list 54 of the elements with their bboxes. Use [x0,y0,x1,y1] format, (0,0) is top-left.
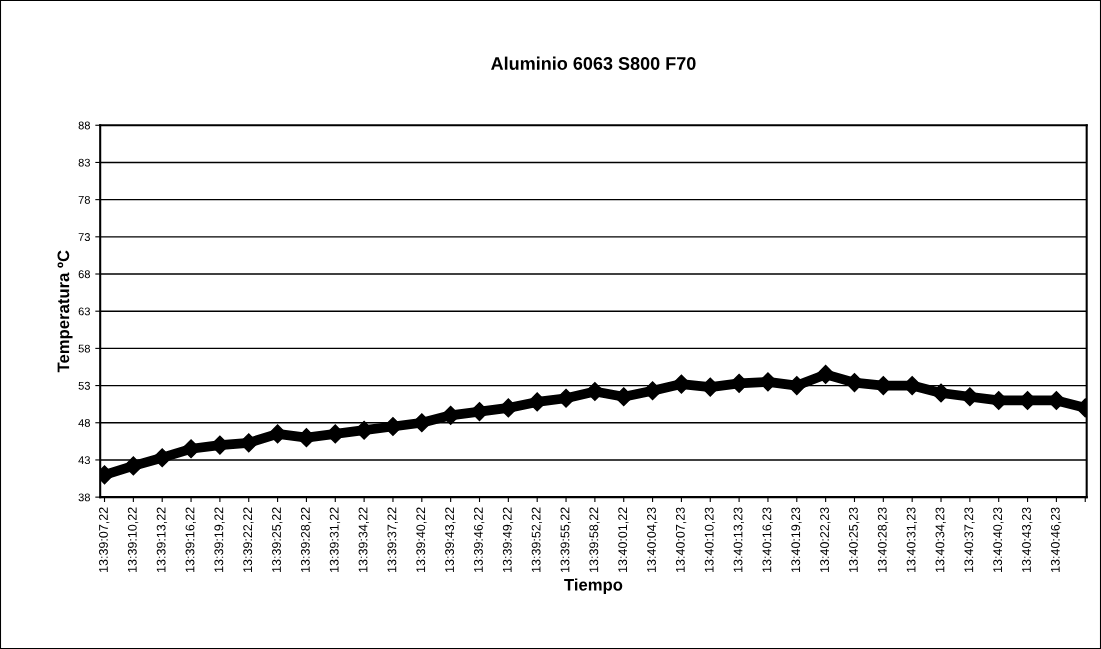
x-tick-label: 13:39:46,22 [474,507,485,572]
x-tick-label: 13:39:22,22 [243,507,254,572]
x-tick-label: 13:39:37,22 [387,507,398,572]
x-tick-label: 13:40:40,23 [993,507,1004,572]
x-tick-label: 13:39:43,22 [445,507,456,572]
x-tick-label: 13:40:13,23 [733,507,744,572]
point [816,364,836,384]
y-tick-label: 53 [78,381,90,390]
x-tick-label: 13:39:34,22 [358,507,369,572]
x-tick-label: 13:40:37,23 [964,507,975,572]
x-tick-label: 13:39:07,22 [99,507,110,572]
x-tick-label: 13:40:04,23 [647,507,658,572]
x-tick-label: 13:40:16,23 [762,507,773,572]
x-tick-label: 13:39:52,22 [531,507,543,572]
x-tick-label: 13:40:34,23 [935,507,946,572]
x-axis-title: Tiempo [564,578,623,594]
y-tick-label: 43 [78,456,90,465]
point [556,388,576,408]
point [152,448,172,468]
x-tick-label: 13:40:07,23 [675,507,687,572]
x-tick-label: 13:39:49,22 [502,507,514,572]
x-tick-label: 13:40:25,23 [848,507,860,572]
x-tick-label: 13:39:31,22 [329,507,341,572]
x-tick-label: 13:39:13,22 [156,507,168,572]
x-tick-label: 13:39:19,22 [214,507,225,572]
y-tick-label: 83 [78,158,90,167]
x-tick-label: 13:39:55,22 [560,507,571,572]
y-tick-label: 58 [78,344,90,353]
y-tick-label: 78 [78,195,90,204]
point [123,456,143,476]
y-tick-label: 48 [78,419,90,427]
x-tick-label: 13:39:40,22 [416,507,427,572]
x-tick-label: 13:39:10,22 [127,507,139,572]
x-tick-label: 13:40:31,23 [906,507,918,572]
y-tick-label: 68 [78,270,90,279]
y-tick-label: 88 [78,121,90,130]
x-tick-label: 13:39:58,22 [589,507,600,572]
x-tick-label: 13:39:16,22 [185,507,196,572]
y-tick-label: 63 [78,307,90,316]
x-tick-label: 13:40:22,23 [820,507,831,572]
point [181,439,201,459]
x-tick-label: 13:40:28,23 [877,507,889,572]
point [787,376,807,396]
x-tick-label: 13:40:43,23 [1022,507,1033,572]
x-tick-label: 13:39:28,22 [300,507,312,572]
y-tick-label: 73 [78,233,90,241]
x-tick-label: 13:40:01,22 [618,507,629,572]
x-tick-label: 13:40:46,23 [1050,507,1062,572]
x-tick-label: 13:39:25,22 [272,507,283,572]
x-tick-label: 13:40:19,23 [791,507,802,572]
y-tick-label: 38 [78,493,90,502]
x-tick-label: 13:40:10,23 [704,507,716,572]
y-axis-title: Temperatura ºC [57,250,73,373]
chart-title: Aluminio 6063 S800 F70 [491,56,696,70]
